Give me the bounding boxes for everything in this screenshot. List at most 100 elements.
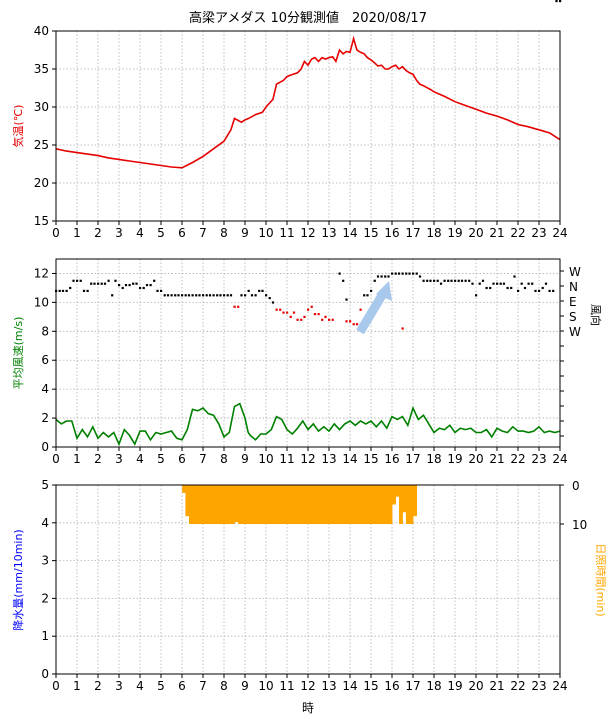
x-axis-label: 時 xyxy=(302,701,314,715)
sunshine-bar xyxy=(185,485,190,517)
x-tick-label: 11 xyxy=(279,226,294,240)
wind-direction-point xyxy=(76,279,79,282)
precip-axes-frame xyxy=(55,484,561,675)
wind-direction-point xyxy=(82,289,86,292)
wind-direction-point xyxy=(422,279,425,282)
wind-direction-point xyxy=(216,294,219,297)
sunshine-bar xyxy=(216,485,221,524)
x-tick-label: 12 xyxy=(300,452,315,466)
y-tick-label: 3 xyxy=(41,554,49,568)
wind-direction-point xyxy=(163,294,166,297)
x-tick-label: 9 xyxy=(241,226,249,240)
wind-direction-point xyxy=(184,294,187,297)
wind-direction-arrow xyxy=(356,281,392,335)
wind-direction-point xyxy=(527,282,530,285)
x-tick-label: 14 xyxy=(342,679,357,693)
wind-direction-point xyxy=(156,289,159,292)
wind-direction-point xyxy=(457,279,460,282)
wind-direction-point xyxy=(107,279,110,282)
wind-direction-point-red xyxy=(303,315,306,318)
wind-direction-point xyxy=(492,282,495,285)
wind-direction-point xyxy=(202,294,205,297)
wind-direction-point xyxy=(170,294,173,297)
wind-direction-point-red xyxy=(300,318,303,321)
sunshine-bar xyxy=(304,485,309,524)
sunshine-bar xyxy=(276,485,281,524)
wind-direction-point xyxy=(142,286,145,290)
wind-speed-y-ticks: 0 2 4 6 8 10 12 xyxy=(34,266,56,454)
sunshine-bar xyxy=(220,485,225,524)
wind-direction-point xyxy=(261,289,264,292)
wind-direction-point xyxy=(58,289,61,292)
wind-direction-point-red xyxy=(324,315,327,318)
sunshine-bar xyxy=(269,485,274,524)
wind-direction-point xyxy=(250,294,254,297)
x-tick-label: 23 xyxy=(531,452,546,466)
wind-direction-point xyxy=(523,286,527,290)
sunshine-bar xyxy=(342,485,347,524)
wind-direction-point xyxy=(502,282,506,285)
wind-direction-point xyxy=(72,279,75,282)
sunshine-bar xyxy=(279,485,284,524)
sunshine-bar xyxy=(378,485,382,524)
x-tick-label: 20 xyxy=(468,226,483,240)
wind-direction-point-red xyxy=(289,315,292,318)
x-tick-label: 21 xyxy=(489,679,504,693)
sunshine-bar xyxy=(195,485,200,524)
x-tick-label: 18 xyxy=(426,226,441,240)
wind-direction-point-red xyxy=(237,305,240,308)
wind-direction-point xyxy=(79,279,82,282)
wind-direction-point-red xyxy=(310,305,313,308)
wind-direction-point xyxy=(160,289,163,292)
x-tick-label: 10 xyxy=(258,452,273,466)
wind-direction-point xyxy=(271,301,275,304)
sunshine-bar xyxy=(381,485,386,524)
wind-direction-point xyxy=(513,275,516,278)
wind-direction-point xyxy=(268,297,271,300)
wind-direction-point xyxy=(510,286,513,290)
wind-direction-point xyxy=(468,279,471,282)
x-tick-label: 12 xyxy=(300,226,315,240)
x-tick-label: 3 xyxy=(115,452,123,466)
wind-direction-point xyxy=(443,279,446,282)
x-tick-label: 24 xyxy=(552,452,567,466)
x-tick-label: 23 xyxy=(531,679,546,693)
wind-direction-point-red xyxy=(282,311,285,314)
x-tick-label: 3 xyxy=(115,679,123,693)
y-tick-label: 20 xyxy=(34,176,49,190)
x-tick-label: 13 xyxy=(321,679,336,693)
wind-direction-point xyxy=(433,279,436,282)
wind-direction-point-red xyxy=(349,320,352,323)
wind-direction-point xyxy=(408,272,411,275)
wind-direction-point xyxy=(121,286,124,290)
wind-direction-point xyxy=(405,272,408,275)
wind-direction-point xyxy=(426,279,429,282)
sunshine-bar xyxy=(321,485,326,524)
sunshine-bar xyxy=(182,485,186,493)
wind-axes-frame xyxy=(55,258,561,448)
x-tick-label: 4 xyxy=(136,679,144,693)
x-tick-label: 9 xyxy=(241,679,249,693)
wind-direction-point xyxy=(226,294,229,297)
wind-direction-point xyxy=(363,294,366,297)
wind-direction-point xyxy=(520,282,523,285)
x-tick-label: 20 xyxy=(468,679,483,693)
wind-direction-point xyxy=(135,282,138,285)
sunshine-bar xyxy=(318,485,323,524)
x-tick-label: 24 xyxy=(552,679,567,693)
x-tick-label: 14 xyxy=(342,226,357,240)
x-tick-label: 22 xyxy=(510,679,525,693)
wind-direction-point xyxy=(506,286,509,290)
wind-direction-point xyxy=(191,294,194,297)
sunshine-bar xyxy=(339,485,344,524)
wind-direction-point xyxy=(97,282,100,285)
wind-direction-point-red xyxy=(286,311,289,314)
x-tick-label: 7 xyxy=(199,226,207,240)
wind-direction-point xyxy=(541,286,544,290)
wind-direction-point xyxy=(380,275,383,278)
temperature-line xyxy=(55,35,561,169)
x-tick-label: 6 xyxy=(178,452,186,466)
x-tick-label: 6 xyxy=(178,226,186,240)
